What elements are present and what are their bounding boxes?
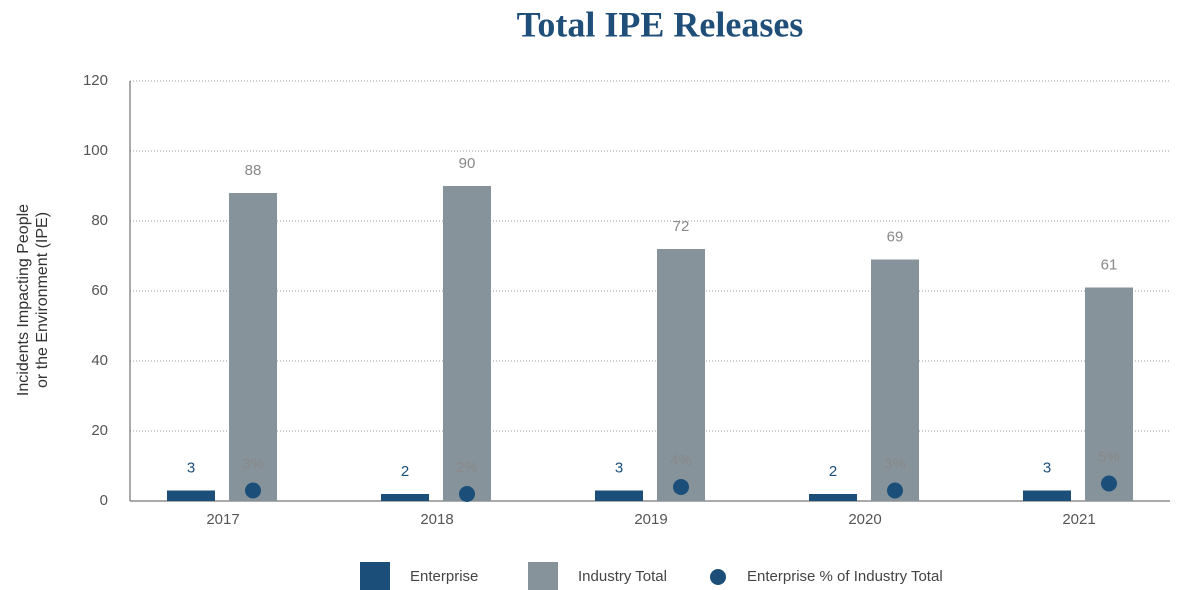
y-tick-label: 20 [91, 422, 108, 439]
value-label: 90 [459, 155, 476, 172]
legend-swatch [710, 569, 726, 585]
legend-swatch [528, 562, 558, 590]
value-label: 3 [615, 459, 623, 476]
value-label: 5% [1098, 448, 1120, 465]
value-label: 3 [187, 459, 195, 476]
value-label: 2 [829, 463, 837, 480]
value-label: 2% [456, 459, 478, 476]
y-tick-label: 80 [91, 212, 108, 229]
legend-swatch [360, 562, 390, 590]
legend-label: Industry Total [578, 568, 667, 585]
bar [657, 249, 705, 501]
bar [229, 193, 277, 501]
value-label: 4% [670, 452, 692, 469]
value-label: 3% [242, 455, 264, 472]
x-tick-label: 2021 [1062, 511, 1095, 528]
bar [809, 494, 857, 501]
bar [1023, 490, 1071, 501]
y-tick-label: 60 [91, 282, 108, 299]
x-tick-label: 2018 [420, 511, 453, 528]
bar [381, 494, 429, 501]
value-label: 88 [245, 162, 262, 179]
bar [1085, 287, 1133, 501]
y-tick-label: 120 [83, 72, 108, 89]
chart-title: Total IPE Releases [517, 4, 804, 44]
y-tick-label: 0 [100, 492, 108, 509]
dot [1101, 475, 1117, 492]
value-label: 3 [1043, 459, 1051, 476]
y-tick-label: 40 [91, 352, 108, 369]
legend-label: Enterprise [410, 568, 478, 585]
value-label: 61 [1101, 256, 1118, 273]
y-axis-label: or the Environment (IPE) [34, 212, 51, 388]
value-label: 2 [401, 463, 409, 480]
bar [595, 490, 643, 501]
x-tick-label: 2017 [206, 511, 239, 528]
value-label: 3% [884, 455, 906, 472]
bar [167, 490, 215, 501]
value-label: 72 [673, 218, 690, 235]
y-tick-label: 100 [83, 142, 108, 159]
x-tick-label: 2019 [634, 511, 667, 528]
bar [871, 259, 919, 501]
dot [459, 486, 475, 502]
bar [443, 186, 491, 501]
value-label: 69 [887, 228, 904, 245]
y-axis-label: Incidents Impacting People [15, 204, 32, 396]
x-tick-label: 2020 [848, 511, 881, 528]
dot [673, 479, 689, 495]
legend-label: Enterprise % of Industry Total [747, 568, 943, 585]
dot [887, 482, 903, 499]
dot [245, 482, 261, 499]
